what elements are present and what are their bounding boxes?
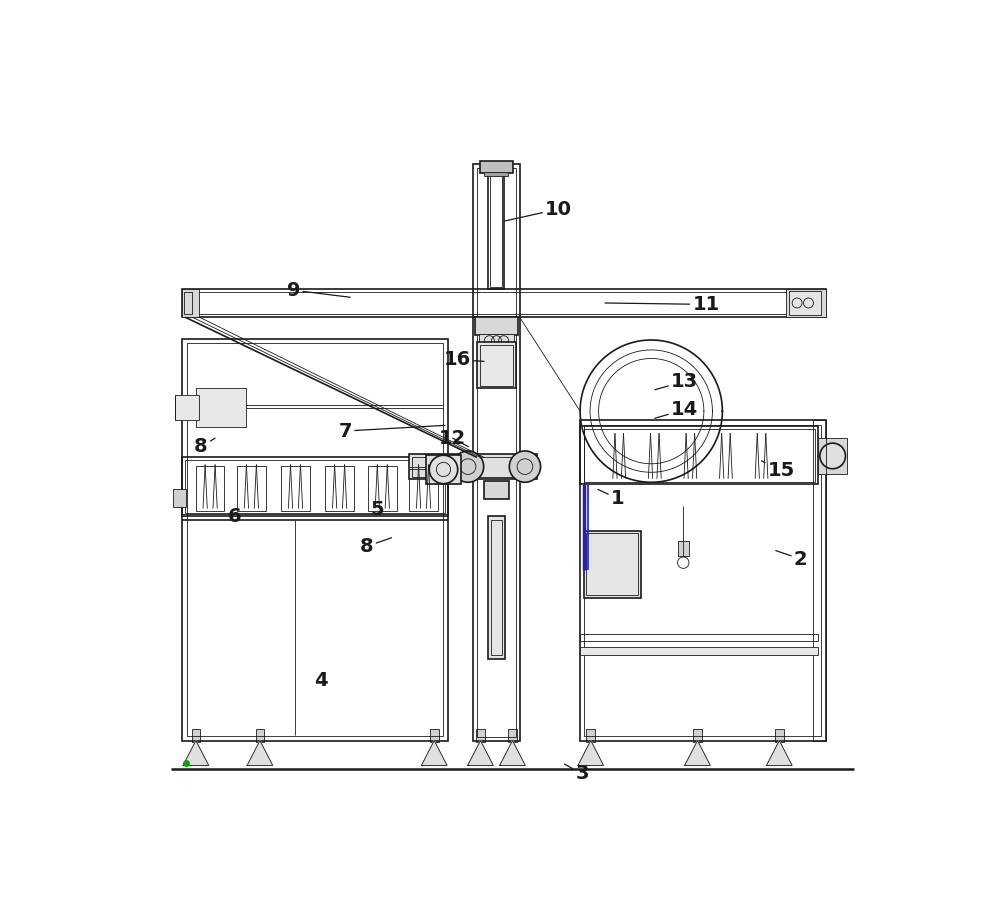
Bar (325, 466, 354, 512)
Polygon shape (766, 740, 792, 765)
Text: 15: 15 (762, 461, 795, 480)
Bar (491, 520, 502, 655)
Circle shape (509, 451, 541, 482)
Bar (192, 729, 200, 742)
Bar (182, 338, 448, 740)
Text: 4: 4 (314, 671, 327, 689)
Bar (484, 172, 508, 176)
Text: 3: 3 (564, 764, 589, 784)
Bar (409, 466, 438, 512)
Bar (412, 456, 535, 477)
Text: 8: 8 (194, 437, 215, 456)
Polygon shape (247, 740, 273, 765)
Bar (580, 647, 818, 655)
Bar (477, 342, 516, 388)
Text: 2: 2 (776, 550, 807, 568)
Bar (580, 634, 818, 641)
Bar (490, 167, 502, 286)
Bar (693, 729, 702, 742)
Bar (196, 388, 246, 428)
Bar (580, 420, 826, 740)
Bar (256, 729, 264, 742)
Text: 16: 16 (443, 350, 484, 370)
Polygon shape (685, 740, 710, 765)
Bar (480, 345, 513, 385)
Bar (789, 291, 821, 315)
Bar (508, 729, 517, 742)
Bar (476, 729, 485, 742)
Bar (475, 317, 518, 335)
Bar (488, 517, 505, 659)
Text: 13: 13 (655, 371, 698, 391)
Text: 6: 6 (228, 507, 242, 526)
Bar (786, 288, 826, 317)
Bar (368, 466, 397, 512)
Bar (281, 466, 310, 512)
Text: 11: 11 (605, 295, 720, 314)
Bar (185, 460, 445, 513)
Bar (678, 541, 689, 555)
Text: 9: 9 (287, 281, 350, 299)
Bar (479, 334, 514, 346)
Bar (586, 533, 638, 595)
Text: 8: 8 (360, 537, 392, 556)
Bar (426, 455, 461, 484)
Bar (409, 454, 537, 480)
Bar (586, 729, 595, 742)
Text: 10: 10 (504, 200, 572, 221)
Bar (182, 288, 826, 317)
Bar (196, 466, 224, 512)
Circle shape (452, 451, 484, 482)
Bar (818, 438, 847, 474)
Polygon shape (578, 740, 604, 765)
Bar (480, 161, 512, 174)
Bar (182, 457, 448, 516)
Bar (185, 292, 822, 313)
Polygon shape (183, 740, 209, 765)
Circle shape (820, 444, 845, 468)
Bar (580, 426, 818, 484)
Bar (182, 288, 199, 317)
Bar (813, 420, 826, 740)
Polygon shape (500, 740, 525, 765)
Text: 12: 12 (439, 429, 468, 447)
Text: 7: 7 (339, 421, 445, 441)
Bar (477, 168, 516, 737)
Bar (473, 164, 520, 740)
Text: 14: 14 (655, 400, 698, 419)
Text: 5: 5 (371, 500, 384, 518)
Bar (175, 395, 199, 420)
Bar (187, 343, 443, 736)
Bar (430, 729, 439, 742)
Bar (584, 530, 641, 598)
Bar (488, 165, 504, 288)
Bar (184, 292, 192, 314)
Bar (775, 729, 784, 742)
Bar (484, 480, 509, 499)
Bar (237, 466, 266, 512)
Bar (584, 429, 815, 481)
Polygon shape (468, 740, 493, 765)
Bar (173, 490, 186, 507)
Polygon shape (421, 740, 447, 765)
Text: 1: 1 (598, 489, 625, 508)
Bar (584, 425, 821, 736)
